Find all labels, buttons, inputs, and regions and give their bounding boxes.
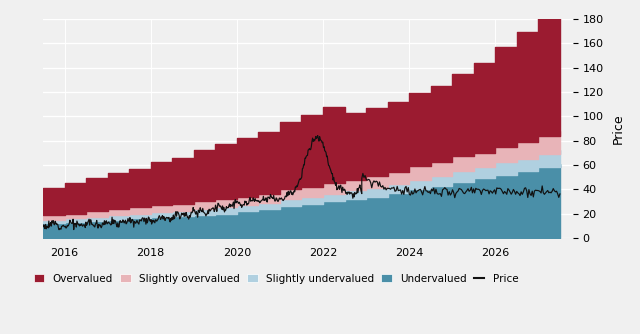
Bar	[322, 219, 324, 238]
Bar	[440, 209, 443, 238]
Bar	[214, 225, 217, 238]
Bar	[451, 209, 454, 238]
Bar	[365, 216, 367, 238]
Y-axis label: Price: Price	[612, 113, 625, 144]
Bar	[548, 199, 550, 238]
Bar	[225, 224, 227, 238]
Bar	[193, 226, 195, 238]
Bar	[419, 211, 421, 238]
Bar	[408, 213, 410, 238]
Bar	[268, 222, 271, 238]
Bar	[257, 223, 260, 238]
Bar	[289, 220, 292, 238]
Bar	[483, 205, 486, 238]
Bar	[160, 226, 163, 238]
Bar	[74, 229, 77, 238]
Bar	[494, 205, 497, 238]
Bar	[128, 228, 131, 238]
Bar	[84, 229, 88, 238]
Bar	[461, 207, 465, 238]
Bar	[332, 218, 335, 238]
Legend: Overvalued, Slightly overvalued, Slightly undervalued, Undervalued, Price: Overvalued, Slightly overvalued, Slightl…	[30, 269, 522, 288]
Bar	[95, 228, 99, 238]
Bar	[472, 207, 475, 238]
Bar	[397, 213, 400, 238]
Bar	[117, 228, 120, 238]
Bar	[139, 227, 141, 238]
Bar	[63, 230, 66, 238]
Bar	[106, 228, 109, 238]
Bar	[386, 215, 389, 238]
Bar	[182, 226, 184, 238]
Bar	[505, 203, 508, 238]
Bar	[311, 219, 314, 238]
Bar	[429, 211, 432, 238]
Bar	[246, 223, 249, 238]
Bar	[300, 220, 303, 238]
Bar	[278, 222, 282, 238]
Bar	[343, 218, 346, 238]
Bar	[171, 226, 173, 238]
Bar	[203, 225, 206, 238]
Bar	[236, 224, 238, 238]
Bar	[354, 216, 356, 238]
Bar	[526, 201, 529, 238]
Bar	[376, 215, 378, 238]
Bar	[537, 201, 540, 238]
Bar	[52, 230, 55, 238]
Bar	[515, 203, 518, 238]
Bar	[149, 227, 152, 238]
Bar	[559, 199, 561, 238]
